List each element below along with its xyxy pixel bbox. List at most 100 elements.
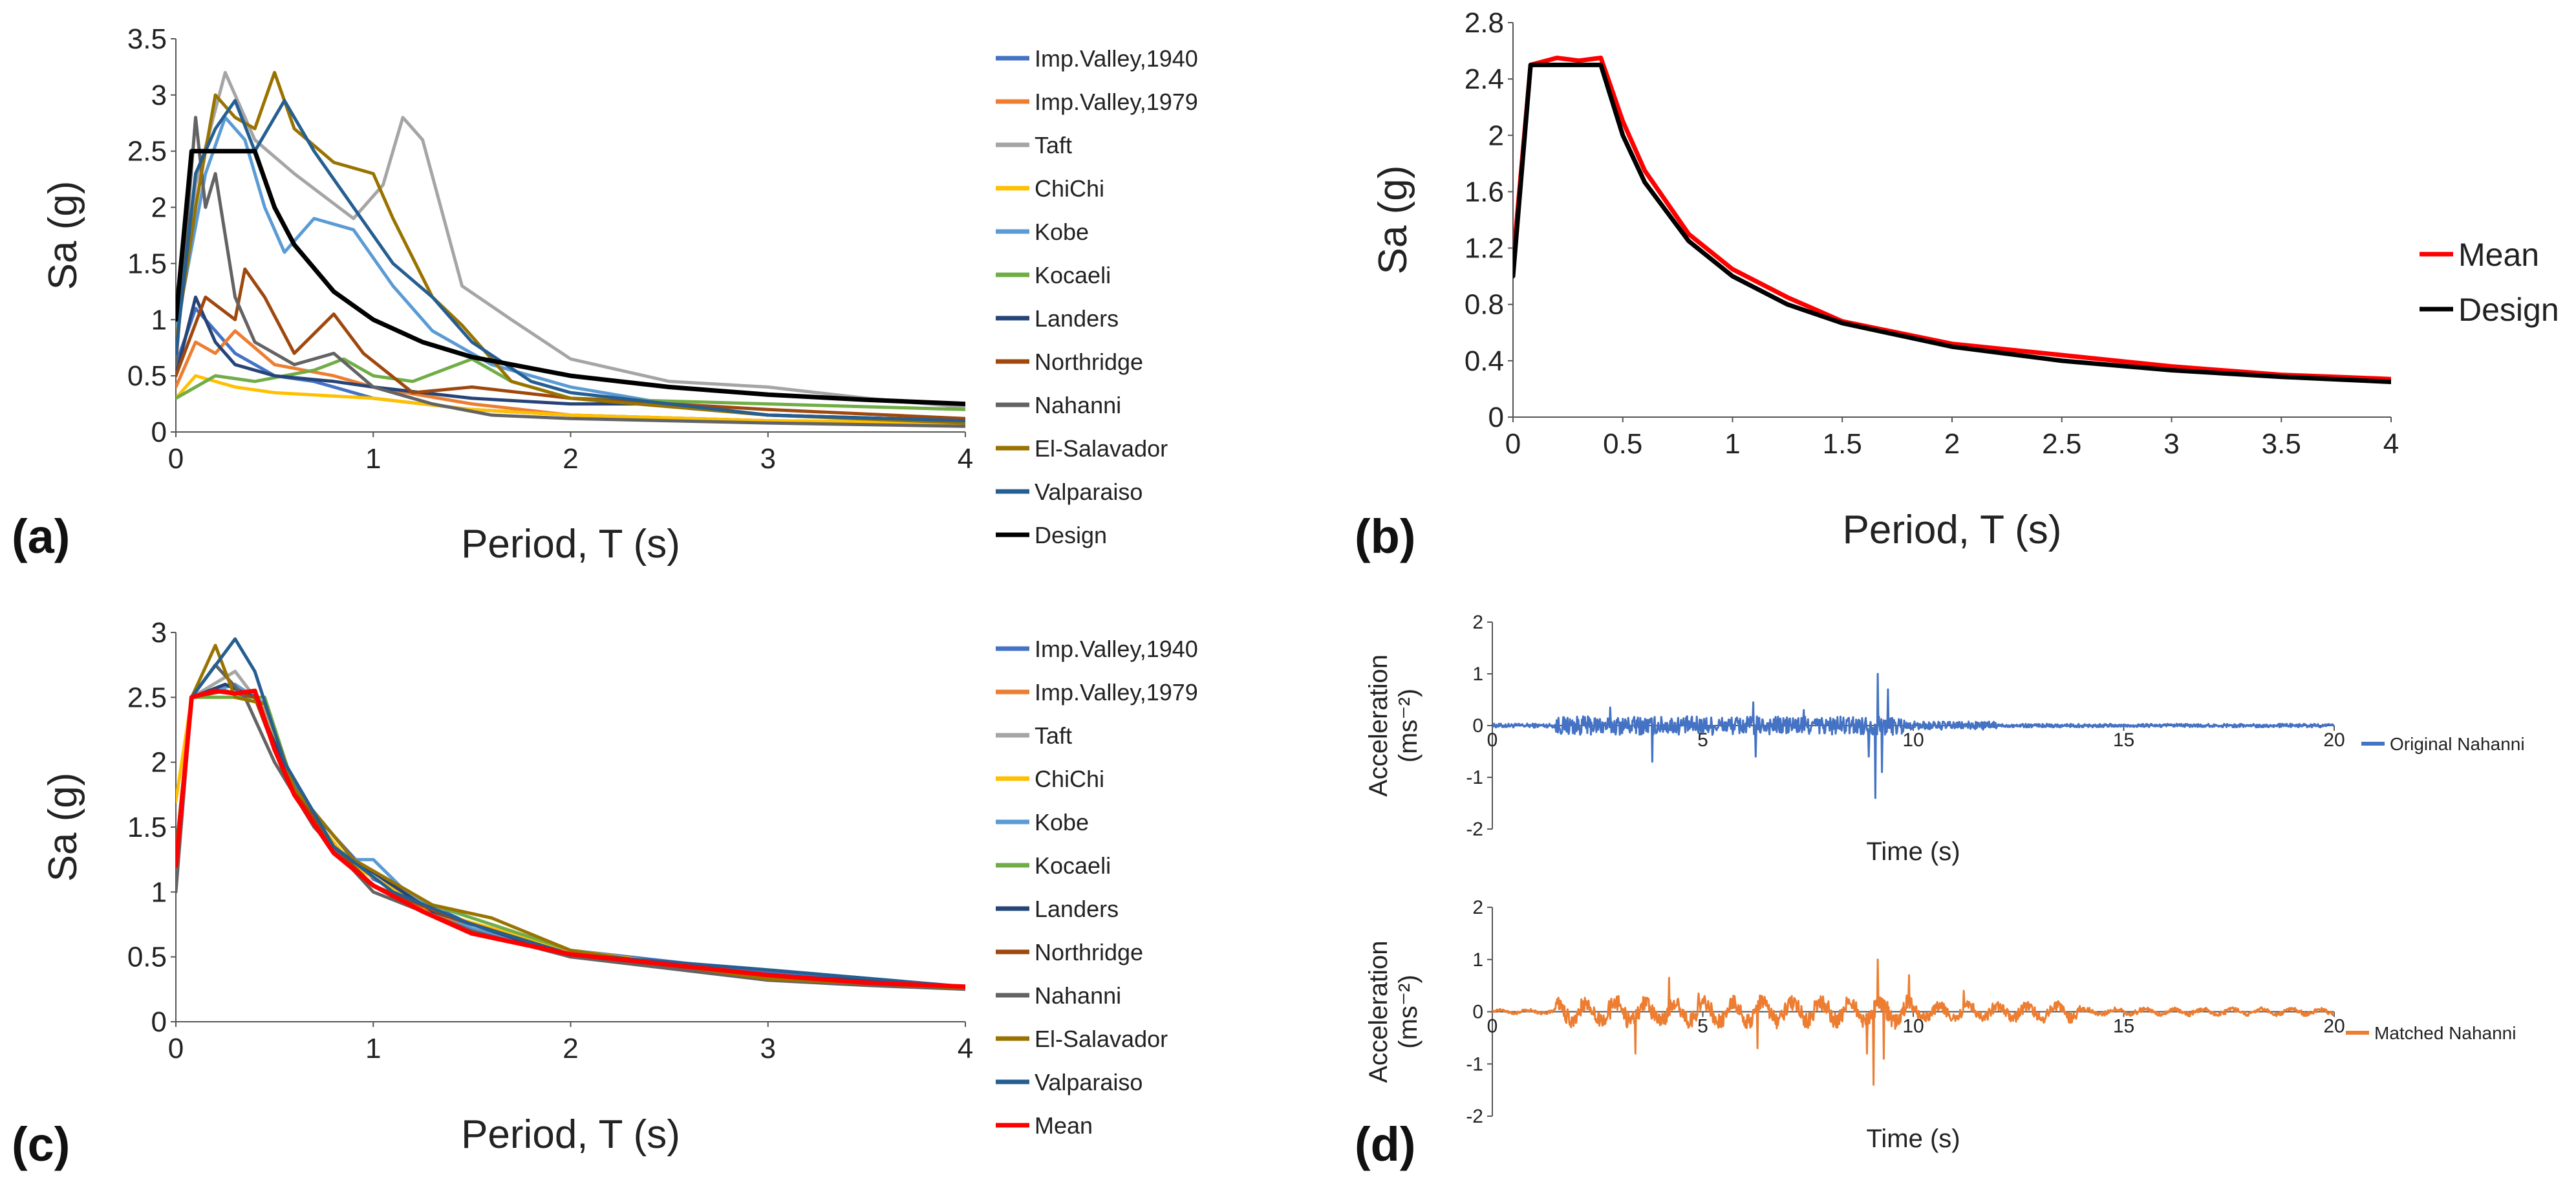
legend-label-kocaeli: Kocaeli — [1035, 852, 1111, 879]
series-line-kocaeli — [176, 695, 965, 990]
y-tick-label: 3 — [151, 617, 167, 649]
y-tick-label: 2.8 — [1465, 7, 1504, 39]
series-group — [176, 637, 965, 991]
legend-label-original-nahanni: Original Nahanni — [2390, 734, 2525, 754]
panel-label: (b) — [1355, 510, 1416, 563]
y-tick-label: -2 — [1466, 819, 1483, 840]
series-line-mean — [176, 688, 965, 989]
x-tick-label: 0 — [1505, 428, 1521, 460]
panel-c-matched-spectra: 0 0.5 1 1.5 2 2.5 3 0 1 2 3 4 Period, T (s) Sa (g) Imp… — [12, 617, 1198, 1171]
y-tick-label: 2.5 — [127, 136, 167, 167]
y-axis-label: Sa (g) — [1371, 166, 1415, 275]
y-tick-label: 2.4 — [1465, 63, 1504, 95]
y-tick-label: 1 — [1472, 663, 1483, 685]
y-tick-label: -2 — [1466, 1106, 1483, 1127]
series-line-kobe — [176, 116, 965, 423]
y-axis-label: Acceleration — [1364, 940, 1393, 1083]
legend-label-valparaiso: Valparaiso — [1035, 479, 1143, 505]
series-line-taft — [176, 70, 965, 409]
y-tick-label: 0.5 — [127, 360, 167, 392]
legend-label-landers: Landers — [1035, 896, 1119, 922]
series-group — [1492, 958, 2334, 1086]
x-tick-label: 2.5 — [2042, 428, 2081, 460]
x-tick-label: 5 — [1697, 1016, 1708, 1037]
y-tick-label: 1.5 — [127, 248, 167, 279]
legend-label-el-salavador: El-Salavador — [1035, 1026, 1168, 1052]
legend-label-matched-nahanni: Matched Nahanni — [2374, 1023, 2516, 1043]
series-line-imp-valley-1940 — [176, 682, 965, 989]
y-tick-label: 0 — [1472, 1002, 1483, 1023]
series-line-matched-nahanni — [1492, 958, 2334, 1086]
x-axis-label: Period, T (s) — [461, 522, 680, 566]
x-axis-label: Time (s) — [1866, 1125, 1960, 1153]
legend-label-mean: Mean — [2458, 237, 2539, 273]
x-tick-label: 15 — [2113, 729, 2134, 751]
x-tick-label: 1 — [1724, 428, 1740, 460]
x-tick-label: 1 — [365, 1033, 381, 1064]
x-tick-label: 1.5 — [1823, 428, 1862, 460]
y-axis-unit-label: (ms⁻²) — [1394, 975, 1422, 1048]
y-tick-label: 1.6 — [1465, 176, 1504, 208]
x-axis-label: Period, T (s) — [461, 1112, 680, 1157]
legend-label-nahanni: Nahanni — [1035, 392, 1121, 418]
x-tick-label: 10 — [1902, 729, 1924, 751]
series-line-el-salavador — [176, 643, 965, 990]
legend-label-kobe: Kobe — [1035, 219, 1089, 245]
y-tick-label: -1 — [1466, 1053, 1483, 1075]
x-tick-label: 0 — [1487, 729, 1498, 751]
series-line-taft — [176, 669, 965, 991]
legend-label-design: Design — [1035, 522, 1107, 548]
y-tick-label: 0.8 — [1465, 289, 1504, 321]
series-line-el-salavador — [176, 70, 965, 425]
x-tick-label: 20 — [2323, 729, 2345, 751]
y-tick-label: 2 — [151, 192, 167, 224]
panel-label: (d) — [1355, 1117, 1416, 1171]
legend-label-taft: Taft — [1035, 722, 1072, 749]
x-tick-label: 0 — [168, 1033, 184, 1064]
y-tick-label: 0 — [151, 416, 167, 448]
y-tick-label: 2 — [1472, 897, 1483, 918]
y-tick-label: 3 — [151, 80, 167, 111]
y-tick-label: 2 — [1472, 612, 1483, 633]
x-tick-label: 4 — [958, 443, 973, 475]
x-tick-label: 0 — [168, 443, 184, 475]
y-tick-label: 1.2 — [1465, 233, 1504, 264]
legend-label-mean: Mean — [1035, 1112, 1093, 1139]
x-axis-label: Time (s) — [1866, 837, 1960, 866]
series-line-valparaiso — [176, 99, 965, 423]
y-axis-label: Acceleration — [1364, 654, 1393, 797]
series-line-chichi — [176, 695, 965, 990]
series-line-northridge — [176, 689, 965, 990]
x-tick-label: 3.5 — [2262, 428, 2301, 460]
legend-label-chichi: ChiChi — [1035, 766, 1104, 792]
y-tick-label: 2 — [1488, 120, 1504, 151]
series-line-landers — [176, 682, 965, 989]
legend-label-northridge: Northridge — [1035, 349, 1143, 375]
legend-label-design: Design — [2458, 292, 2559, 328]
series-line-design — [1513, 62, 2391, 384]
y-tick-label: 0 — [1472, 715, 1483, 737]
series-line-nahanni — [176, 116, 965, 428]
series-line-imp-valley-1979 — [176, 689, 965, 990]
series-line-kobe — [176, 682, 965, 989]
y-tick-label: 2 — [151, 747, 167, 779]
y-axis-unit-label: (ms⁻²) — [1394, 689, 1422, 762]
legend-label-kobe: Kobe — [1035, 809, 1089, 836]
legend-label-landers: Landers — [1035, 305, 1119, 332]
y-tick-label: 1.5 — [127, 812, 167, 843]
legend-label-nahanni: Nahanni — [1035, 982, 1121, 1009]
x-axis-label: Period, T (s) — [1843, 508, 2062, 552]
series-group — [176, 70, 965, 428]
series-group — [1513, 56, 2391, 384]
series-group — [1492, 673, 2334, 799]
y-tick-label: 0 — [151, 1006, 167, 1038]
legend-label-kocaeli: Kocaeli — [1035, 262, 1111, 288]
x-tick-label: 20 — [2323, 1016, 2345, 1037]
series-line-nahanni — [176, 663, 965, 991]
x-tick-label: 2 — [563, 1033, 578, 1064]
y-tick-label: 1 — [151, 304, 167, 336]
legend-label-imp-valley-1940: Imp.Valley,1940 — [1035, 636, 1198, 662]
y-tick-label: 0.5 — [127, 942, 167, 973]
